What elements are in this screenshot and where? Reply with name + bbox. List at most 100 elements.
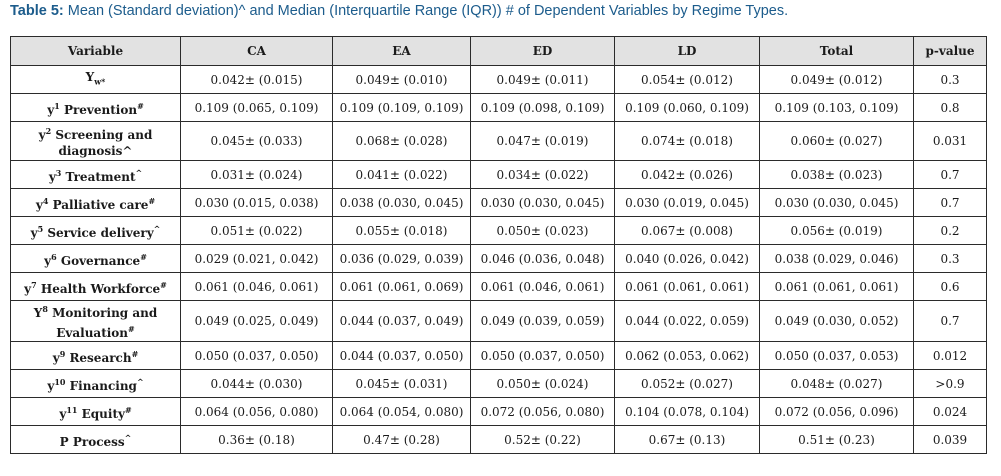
- variable-superscript: 5: [37, 223, 44, 234]
- table-caption: Table 5: Mean (Standard deviation)^ and …: [10, 3, 788, 19]
- variable-label: Service delivery: [43, 225, 154, 240]
- table-row: y4 Palliative care# 0.030 (0.015, 0.038) 0…: [10, 188, 987, 217]
- cell-ea: 0.47± (0.28): [332, 425, 471, 454]
- cell-p-value: 0.024: [913, 397, 987, 426]
- cell-p-value: 0.2: [913, 216, 987, 245]
- cell-ld: 0.042± (0.026): [614, 160, 760, 189]
- cell-p-value: 0.7: [913, 300, 987, 342]
- cell-ca: 0.030 (0.015, 0.038): [180, 188, 333, 217]
- cell-ed: 0.030 (0.030, 0.045): [470, 188, 615, 217]
- variable-cell: y1 Prevention#: [10, 93, 181, 122]
- cell-p-value: 0.031: [913, 121, 987, 161]
- cell-ca: 0.36± (0.18): [180, 425, 333, 454]
- cell-ed: 0.034± (0.022): [470, 160, 615, 189]
- variable-subscript: w*: [94, 76, 106, 87]
- cell-p-value: 0.8: [913, 93, 987, 122]
- table-row: P Process^ 0.36± (0.18) 0.47± (0.28) 0.52± …: [10, 425, 987, 454]
- variable-cell: y3 Treatment^: [10, 160, 181, 189]
- cell-p-value: 0.012: [913, 341, 987, 370]
- variable-symbol: P Process: [59, 434, 125, 449]
- cell-ea: 0.068± (0.028): [332, 121, 471, 161]
- variable-symbol: y: [48, 169, 56, 184]
- stat-marker: #: [137, 100, 144, 111]
- col-header-ca: CA: [180, 36, 333, 66]
- variable-label: Monitoring and: [47, 306, 158, 320]
- cell-ld: 0.044 (0.022, 0.059): [614, 300, 760, 342]
- cell-total: 0.038± (0.023): [759, 160, 914, 189]
- table-row: y10 Financing^ 0.044± (0.030) 0.045± (0.03…: [10, 369, 987, 398]
- cell-ca: 0.061 (0.046, 0.061): [180, 272, 333, 301]
- cell-ld: 0.109 (0.060, 0.109): [614, 93, 760, 122]
- variable-cell: y10 Financing^: [10, 369, 181, 398]
- table-row: y3 Treatment^ 0.031± (0.024) 0.041± (0.022…: [10, 160, 987, 189]
- variable-symbol: y: [38, 128, 46, 142]
- stat-marker: #: [148, 195, 156, 206]
- table-row: y5 Service delivery^ 0.051± (0.022) 0.055±…: [10, 216, 987, 245]
- cell-p-value: 0.3: [913, 65, 987, 94]
- cell-ld: 0.074± (0.018): [614, 121, 760, 161]
- cell-ea: 0.041± (0.022): [332, 160, 471, 189]
- stat-marker: #: [131, 348, 139, 359]
- cell-ed: 0.061 (0.046, 0.061): [470, 272, 615, 301]
- cell-total: 0.061 (0.061, 0.061): [759, 272, 914, 301]
- stat-marker: #: [140, 251, 147, 262]
- variable-label: Palliative care: [48, 197, 149, 212]
- variable-symbol: y: [30, 225, 38, 240]
- variable-cell: P Process^: [10, 425, 181, 454]
- cell-ca: 0.045± (0.033): [180, 121, 333, 161]
- variable-label-line2: diagnosis^: [58, 144, 133, 158]
- cell-ed: 0.52± (0.22): [470, 425, 615, 454]
- variable-superscript: 2: [45, 126, 52, 136]
- stat-marker: #: [124, 404, 132, 415]
- variable-cell: y4 Palliative care#: [10, 188, 181, 217]
- variable-superscript: 6: [51, 251, 57, 262]
- cell-total: 0.049 (0.030, 0.052): [759, 300, 914, 342]
- cell-total: 0.056± (0.019): [759, 216, 914, 245]
- cell-total: 0.060± (0.027): [759, 121, 914, 161]
- stat-marker: #: [160, 279, 167, 290]
- cell-ea: 0.044 (0.037, 0.049): [332, 300, 471, 342]
- variable-symbol: y: [47, 102, 55, 117]
- cell-ca: 0.044± (0.030): [180, 369, 333, 398]
- cell-total: 0.050 (0.037, 0.053): [759, 341, 914, 370]
- col-header-ed: ED: [470, 36, 615, 66]
- variable-cell: y9 Research#: [10, 341, 181, 370]
- variable-label: Treatment: [61, 169, 136, 184]
- cell-ed: 0.050 (0.037, 0.050): [470, 341, 615, 370]
- cell-ld: 0.67± (0.13): [614, 425, 760, 454]
- cell-ld: 0.061 (0.061, 0.061): [614, 272, 760, 301]
- variable-superscript: 3: [55, 167, 62, 178]
- cell-ld: 0.040 (0.026, 0.042): [614, 244, 760, 273]
- variable-cell: Yw*: [10, 65, 181, 94]
- cell-ca: 0.050 (0.037, 0.050): [180, 341, 333, 370]
- variable-cell: y7 Health Workforce#: [10, 272, 181, 301]
- stat-marker: ^: [136, 376, 144, 387]
- variable-label: Research: [65, 350, 132, 365]
- cell-total: 0.048± (0.027): [759, 369, 914, 398]
- data-table: Variable CA EA ED LD Total p-value Yw* 0.…: [10, 36, 987, 454]
- cell-ld: 0.104 (0.078, 0.104): [614, 397, 760, 426]
- variable-superscript: 4: [42, 195, 49, 206]
- table-body: Yw* 0.042± (0.015) 0.049± (0.010) 0.049± (0…: [10, 65, 987, 454]
- cell-ld: 0.062 (0.053, 0.062): [614, 341, 760, 370]
- cell-ed: 0.072 (0.056, 0.080): [470, 397, 615, 426]
- cell-ca: 0.064 (0.056, 0.080): [180, 397, 333, 426]
- variable-superscript: 8: [42, 304, 48, 314]
- stat-marker: #: [128, 324, 135, 334]
- variable-label: Financing: [65, 378, 137, 393]
- variable-cell: y6 Governance#: [10, 244, 181, 273]
- cell-ea: 0.049± (0.010): [332, 65, 471, 94]
- variable-symbol: y: [59, 406, 67, 421]
- variable-symbol: Y: [85, 70, 95, 85]
- variable-label-line2: Evaluation: [56, 326, 129, 340]
- cell-total: 0.072 (0.056, 0.096): [759, 397, 914, 426]
- cell-ea: 0.064 (0.054, 0.080): [332, 397, 471, 426]
- cell-ca: 0.029 (0.021, 0.042): [180, 244, 333, 273]
- cell-ed: 0.049 (0.039, 0.059): [470, 300, 615, 342]
- variable-symbol: y: [47, 378, 55, 393]
- variable-label: Health Workforce: [36, 281, 161, 296]
- cell-p-value: >0.9: [913, 369, 987, 398]
- cell-ea: 0.109 (0.109, 0.109): [332, 93, 471, 122]
- cell-p-value: 0.039: [913, 425, 987, 454]
- variable-superscript: 7: [31, 279, 37, 290]
